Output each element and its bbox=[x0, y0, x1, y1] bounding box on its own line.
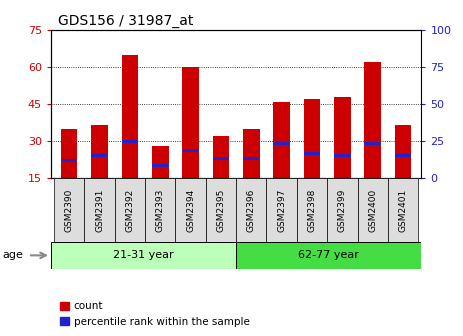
Bar bbox=[243, 129, 260, 178]
Bar bbox=[273, 142, 290, 145]
FancyBboxPatch shape bbox=[84, 178, 115, 242]
FancyBboxPatch shape bbox=[54, 178, 84, 242]
Bar bbox=[213, 136, 229, 178]
Text: GSM2393: GSM2393 bbox=[156, 188, 165, 232]
FancyBboxPatch shape bbox=[327, 178, 357, 242]
FancyBboxPatch shape bbox=[236, 178, 267, 242]
FancyBboxPatch shape bbox=[51, 242, 236, 269]
Bar bbox=[364, 62, 381, 178]
Bar bbox=[182, 150, 199, 153]
Bar bbox=[304, 152, 320, 155]
Text: GSM2395: GSM2395 bbox=[216, 188, 225, 232]
FancyBboxPatch shape bbox=[175, 178, 206, 242]
Bar bbox=[121, 55, 138, 178]
Bar bbox=[182, 67, 199, 178]
Bar bbox=[395, 155, 412, 157]
Text: GSM2399: GSM2399 bbox=[338, 188, 347, 232]
Text: 21-31 year: 21-31 year bbox=[113, 250, 174, 260]
Bar bbox=[273, 102, 290, 178]
Text: 62-77 year: 62-77 year bbox=[298, 250, 359, 260]
FancyBboxPatch shape bbox=[357, 178, 388, 242]
Bar bbox=[334, 97, 351, 178]
Bar bbox=[91, 125, 108, 178]
Bar bbox=[304, 99, 320, 178]
Text: GDS156 / 31987_at: GDS156 / 31987_at bbox=[58, 14, 194, 28]
Bar bbox=[61, 159, 77, 162]
FancyBboxPatch shape bbox=[297, 178, 327, 242]
Text: GSM2392: GSM2392 bbox=[125, 188, 134, 232]
FancyBboxPatch shape bbox=[236, 242, 421, 269]
Bar bbox=[152, 164, 169, 167]
Text: GSM2400: GSM2400 bbox=[368, 188, 377, 232]
Bar bbox=[395, 125, 412, 178]
Bar bbox=[364, 142, 381, 145]
FancyBboxPatch shape bbox=[206, 178, 236, 242]
Text: GSM2390: GSM2390 bbox=[65, 188, 74, 232]
Bar bbox=[334, 155, 351, 157]
Bar bbox=[243, 157, 260, 160]
Text: GSM2394: GSM2394 bbox=[186, 188, 195, 232]
FancyBboxPatch shape bbox=[145, 178, 175, 242]
FancyBboxPatch shape bbox=[115, 178, 145, 242]
Text: age: age bbox=[2, 250, 23, 260]
FancyBboxPatch shape bbox=[267, 178, 297, 242]
Text: GSM2396: GSM2396 bbox=[247, 188, 256, 232]
Bar bbox=[91, 155, 108, 157]
Bar bbox=[152, 146, 169, 178]
Bar bbox=[61, 129, 77, 178]
Bar bbox=[121, 140, 138, 142]
Bar bbox=[213, 157, 229, 160]
Text: GSM2398: GSM2398 bbox=[307, 188, 317, 232]
Text: GSM2391: GSM2391 bbox=[95, 188, 104, 232]
FancyBboxPatch shape bbox=[388, 178, 418, 242]
Text: GSM2401: GSM2401 bbox=[399, 188, 407, 232]
Text: GSM2397: GSM2397 bbox=[277, 188, 286, 232]
Legend: count, percentile rank within the sample: count, percentile rank within the sample bbox=[56, 297, 254, 331]
